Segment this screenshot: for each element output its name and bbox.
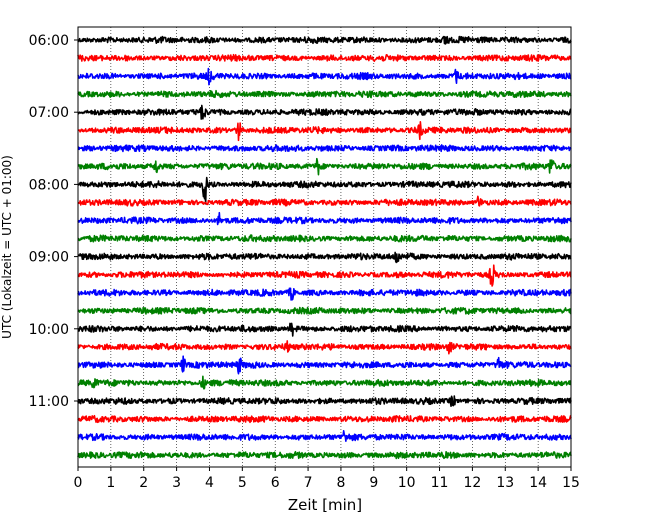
- x-tick-label: 1: [106, 475, 115, 491]
- y-axis: 06:00 07:00 08:00 09:00 10:00 11:00: [29, 33, 78, 410]
- seismic-trace: [77, 287, 572, 301]
- y-tick-label: 07:00: [29, 105, 69, 121]
- seismic-trace: [77, 67, 572, 86]
- x-tick-label: 13: [496, 475, 514, 491]
- seismic-trace: [77, 375, 572, 390]
- y-tick-label: 09:00: [29, 250, 69, 266]
- x-tick-label: 9: [369, 475, 378, 491]
- x-tick-label: 6: [271, 475, 280, 491]
- seismic-trace: [77, 120, 572, 142]
- seismic-trace: [77, 234, 572, 243]
- x-tick-label: 10: [398, 475, 416, 491]
- x-tick-label: 4: [205, 475, 214, 491]
- y-tick-label: 08:00: [29, 177, 69, 193]
- y-tick-label: 06:00: [29, 33, 69, 49]
- x-tick-label: 2: [139, 475, 148, 491]
- seismic-trace: [77, 395, 572, 407]
- seismic-trace: [77, 306, 572, 315]
- seismic-trace: [77, 211, 572, 226]
- seismic-trace: [77, 450, 572, 460]
- y-tick-label: 10:00: [29, 322, 69, 338]
- seismic-trace: [77, 53, 572, 62]
- x-tick-label: 11: [431, 475, 449, 491]
- x-tick-label: 14: [529, 475, 547, 491]
- x-tick-label: 0: [74, 475, 83, 491]
- seismic-trace: [77, 251, 572, 264]
- y-axis-label: UTC (Lokalzeit = UTC + 01:00): [0, 155, 14, 339]
- seismic-trace: [77, 264, 572, 287]
- seismic-trace: [77, 176, 572, 205]
- x-tick-label: 3: [172, 475, 181, 491]
- x-axis-label: Zeit [min]: [288, 496, 362, 514]
- x-tick-label: 8: [336, 475, 345, 491]
- seismic-trace: [77, 157, 572, 176]
- trace-group: [77, 35, 572, 460]
- seismic-trace: [77, 340, 572, 355]
- x-tick-label: 7: [304, 475, 313, 491]
- seismic-trace: [77, 195, 572, 207]
- seismic-trace: [77, 322, 572, 337]
- y-tick-label: 11:00: [29, 394, 69, 410]
- x-axis: 0 1 2 3 4 5 6 7 8 9 10 11 12 13 14 15: [74, 467, 580, 491]
- seismic-trace: [77, 144, 572, 153]
- seismic-trace: [77, 414, 572, 424]
- seismic-trace: [77, 35, 572, 45]
- x-tick-label: 12: [463, 475, 481, 491]
- seismic-trace: [77, 430, 572, 442]
- x-tick-label: 15: [562, 475, 580, 491]
- seismic-trace: [77, 89, 572, 99]
- seismic-trace: [77, 104, 572, 120]
- seismic-trace: [77, 355, 572, 375]
- plot-frame: [77, 26, 572, 468]
- x-tick-label: 5: [238, 475, 247, 491]
